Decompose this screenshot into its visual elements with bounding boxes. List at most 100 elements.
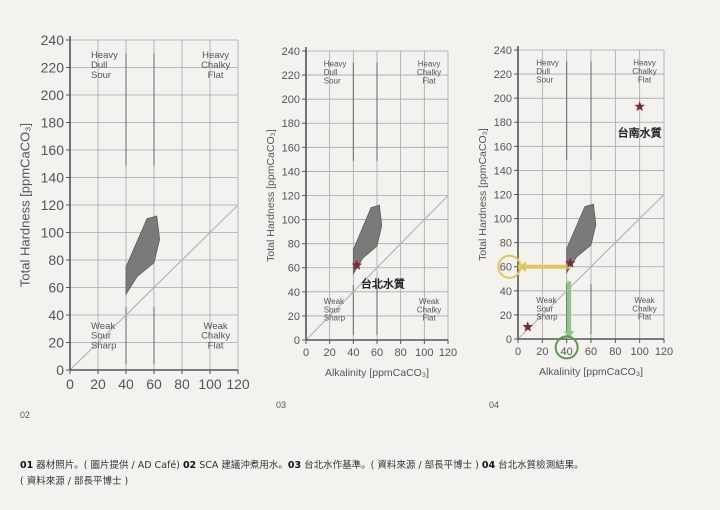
region-label: Weak Sour Sharp [536, 296, 558, 322]
region-label-line: Chalky [632, 304, 656, 313]
region-label-line: Sour [91, 331, 111, 342]
x-tick-label: 60 [146, 376, 162, 392]
x-tick-label: 0 [515, 346, 521, 358]
region-label-line: Weak [419, 297, 440, 306]
region-label-line: Flat [422, 314, 436, 323]
region-label: Heavy Dull Sour [324, 60, 347, 86]
star-marker [565, 257, 576, 268]
y-tick-label: 80 [48, 252, 64, 268]
region-label: Weak Sour Sharp [324, 297, 346, 323]
region-label-line: Weak [91, 321, 115, 332]
y-tick-label: 20 [288, 311, 300, 323]
y-axis-title: Total Hardness [ppmCaCO₃] [477, 128, 489, 261]
star-marker [522, 321, 533, 332]
region-label-line: Chalky [632, 67, 656, 76]
highlight-circle [497, 254, 522, 279]
y-tick-label: 160 [494, 141, 512, 153]
y-tick-label: 160 [282, 142, 300, 154]
arrow-head [518, 261, 526, 272]
x-axis-title: Alkalinity [ppmCaCO₃] [325, 367, 429, 379]
caption-line-2: ( 資料來源 / 部長平博士 ) [20, 476, 129, 487]
region-label-line: Sharp [536, 313, 558, 322]
x-tick-label: 100 [415, 347, 433, 359]
y-tick-label: 80 [288, 239, 300, 251]
diagonal-reference-line [517, 194, 665, 340]
region-label-line: Heavy [536, 59, 559, 68]
y-tick-label: 60 [48, 280, 64, 296]
y-tick-label: 220 [282, 70, 300, 82]
caption-num-04: 04 [481, 460, 496, 471]
caption-line-1: 01 器材照片。( 圖片提供 / AD Café) 02 SCA 建議沖煮用水。… [20, 458, 710, 474]
caption-text-03: 台北水作基準。( 資料來源 / 部長平博士 ) [301, 460, 482, 471]
x-tick-label: 60 [371, 347, 383, 359]
region-label: Weak Chalky Flat [632, 296, 656, 322]
region-label-line: Weak [204, 321, 228, 332]
star-marker [351, 259, 363, 270]
x-tick-label: 100 [630, 346, 648, 358]
region-label-line: Sour [91, 70, 111, 81]
y-tick-label: 220 [41, 60, 65, 76]
region-label: Heavy Dull Sour [536, 59, 559, 85]
region-label-line: Weak [634, 296, 655, 305]
region-label-line: Sour [324, 76, 341, 85]
sca-target-zone [125, 215, 161, 296]
figure-caption: 01 器材照片。( 圖片提供 / AD Café) 02 SCA 建議沖煮用水。… [20, 458, 710, 490]
x-tick-label: 120 [439, 347, 457, 359]
x-tick-label: 20 [90, 376, 106, 392]
y-tick-label: 100 [41, 225, 65, 241]
y-tick-label: 40 [500, 286, 512, 298]
y-tick-label: 240 [41, 32, 65, 48]
y-tick-label: 180 [41, 115, 65, 131]
y-tick-label: 140 [41, 170, 65, 186]
y-tick-label: 220 [494, 69, 512, 81]
region-label-line: Heavy [633, 59, 656, 68]
caption-text-02: SCA 建議沖煮用水。 [196, 460, 288, 471]
y-tick-label: 200 [494, 93, 512, 105]
x-tick-label: 100 [198, 376, 222, 392]
y-tick-label: 60 [500, 262, 512, 274]
figure-number-04: 04 [489, 400, 500, 410]
region-label: Heavy Chalky Flat [632, 59, 656, 85]
region-label-line: Heavy [91, 50, 118, 61]
y-tick-label: 20 [500, 310, 512, 322]
x-tick-label: 20 [536, 346, 548, 358]
region-label-line: Weak [536, 296, 557, 305]
caption-text-01: 器材照片。( 圖片提供 / AD Café) [33, 460, 183, 471]
x-tick-label: 40 [561, 346, 573, 358]
y-tick-label: 100 [494, 214, 512, 226]
caption-num-02: 02 [182, 460, 197, 471]
y-tick-label: 180 [282, 118, 300, 130]
region-label: Weak Chalky Flat [417, 297, 441, 323]
region-label-line: Flat [638, 313, 652, 322]
figure-number-02: 02 [20, 410, 31, 420]
y-tick-label: 40 [288, 287, 300, 299]
marker-label: 台南水質 [618, 126, 662, 140]
region-label-line: Dull [91, 60, 107, 71]
region-label-line: Flat [638, 75, 652, 84]
region-label: Heavy Dull Sour [91, 50, 118, 81]
region-label-line: Heavy [202, 50, 229, 61]
region-label-line: Chalky [417, 305, 441, 314]
figure-number-03: 03 [276, 400, 287, 410]
y-tick-label: 140 [494, 165, 512, 177]
y-axis-title: Total Hardness [ppmCaCO₃] [17, 123, 32, 287]
region-label-line: Chalky [417, 68, 441, 77]
y-tick-label: 80 [500, 238, 512, 250]
region-label-line: Heavy [324, 60, 347, 69]
x-axis-title: Alkalinity [ppmCaCO₃] [539, 366, 643, 378]
region-label-line: Flat [208, 70, 224, 81]
y-tick-label: 200 [282, 94, 300, 106]
caption-num-03: 03 [287, 460, 302, 471]
region-label-line: Flat [422, 76, 436, 85]
y-tick-label: 60 [288, 263, 300, 275]
region-label-line: Flat [208, 341, 224, 352]
star-marker [634, 101, 645, 111]
y-tick-label: 0 [56, 362, 64, 378]
diagonal-reference-line [305, 195, 449, 341]
y-tick-label: 240 [282, 46, 300, 58]
region-label-line: Dull [324, 68, 338, 77]
x-tick-label: 20 [324, 347, 336, 359]
y-tick-label: 240 [494, 45, 512, 57]
highlight-circle [554, 335, 579, 360]
